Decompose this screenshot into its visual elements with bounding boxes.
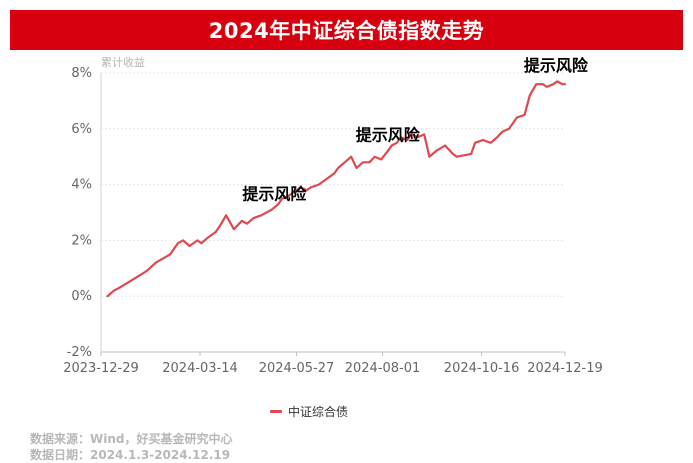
x-tick-label: 2023-12-29 <box>63 361 139 376</box>
x-tick-label: 2024-08-01 <box>345 361 421 376</box>
chart-title-banner: 2024年中证综合债指数走势 <box>10 10 683 50</box>
legend-swatch <box>270 410 282 413</box>
y-tick-label: 6% <box>71 122 92 137</box>
chart-title: 2024年中证综合债指数走势 <box>208 19 485 43</box>
risk-annotation: 提示风险 <box>524 56 589 75</box>
chart-legend: 中证综合债 <box>270 403 348 420</box>
x-tick-label: 2024-03-14 <box>162 361 238 376</box>
data-date-note: 数据日期：2024.1.3-2024.12.19 <box>30 448 231 462</box>
x-tick-label: 2024-12-19 <box>527 361 603 376</box>
risk-annotation: 提示风险 <box>356 126 421 145</box>
legend-label: 中证综合债 <box>288 405 349 419</box>
y-axis-label: 累计收益 <box>101 55 145 69</box>
x-tick-label: 2024-05-27 <box>259 361 335 376</box>
x-tick-label: 2024-10-16 <box>444 361 520 376</box>
y-tick-label: 8% <box>71 66 92 81</box>
y-tick-label: 0% <box>71 289 92 304</box>
data-source-note: 数据来源：Wind，好买基金研究中心 <box>30 432 233 446</box>
risk-annotation: 提示风险 <box>242 184 307 203</box>
series-line <box>106 80 567 298</box>
y-tick-label: -2% <box>67 345 92 360</box>
y-tick-label: 2% <box>71 233 92 248</box>
y-tick-label: 4% <box>71 178 92 193</box>
